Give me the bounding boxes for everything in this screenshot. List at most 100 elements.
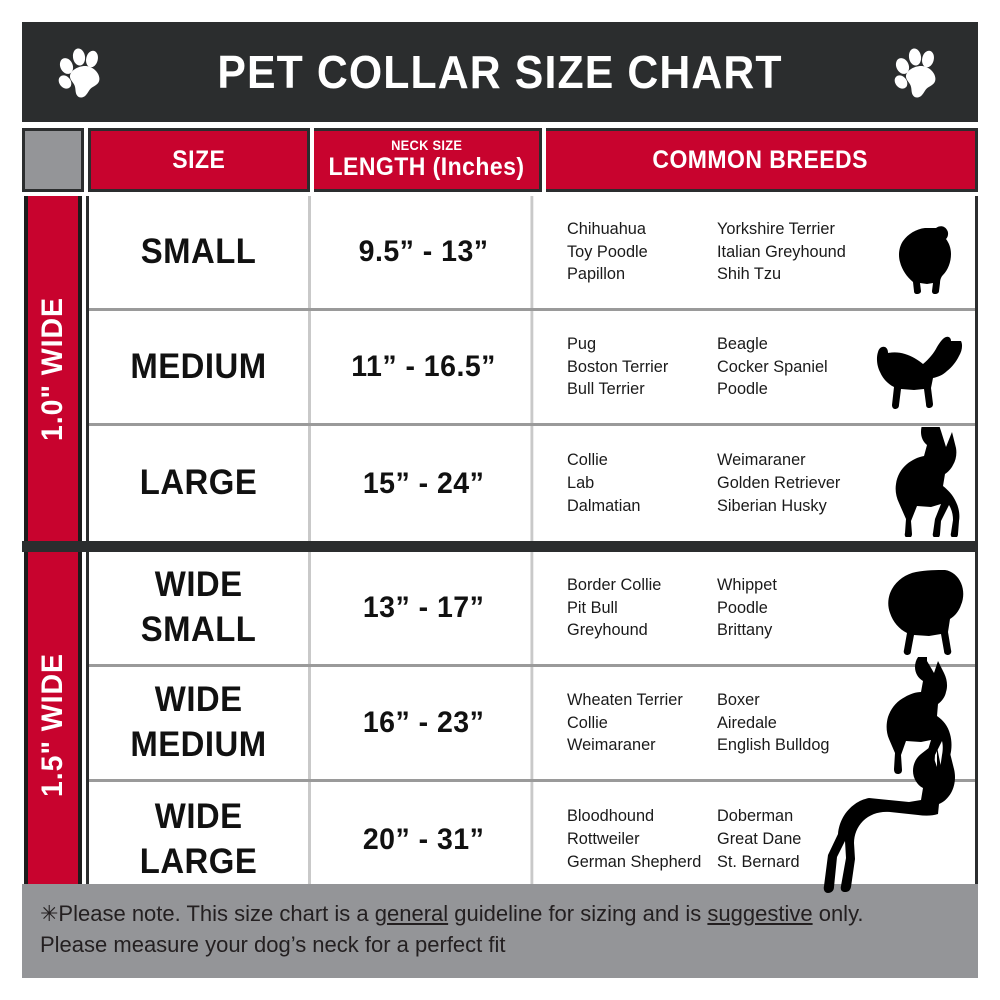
column-header-breeds-label: COMMON BREEDS <box>652 145 869 174</box>
breed-name: Bull Terrier <box>567 379 645 399</box>
breed-column: Pug Boston Terrier Bull Terrier <box>567 333 711 401</box>
breed-column: Bloodhound Rottweiler German Shepherd <box>567 805 711 873</box>
size-label: WIDE <box>154 796 243 836</box>
breed-name: Poodle <box>717 379 768 399</box>
breed-name: Dalmatian <box>567 495 641 515</box>
breed-column: Collie Lab Dalmatian <box>567 449 711 517</box>
size-label: WIDE <box>154 565 243 605</box>
cell-size: SMALL <box>89 196 311 308</box>
column-header-size-label: SIZE <box>172 145 226 174</box>
cell-neck-length: 15” - 24” <box>317 426 534 541</box>
table-row: WIDE MEDIUM 16” - 23” Wheaten Terrier Collie… <box>89 657 975 782</box>
paw-print-icon <box>892 44 944 100</box>
size-label: WIDE <box>154 680 243 720</box>
cell-size: LARGE <box>89 426 311 541</box>
breed-name: Pit Bull <box>567 597 618 617</box>
breed-name: Collie <box>567 450 608 470</box>
breed-name: Great Dane <box>717 829 802 849</box>
breed-name: German Shepherd <box>567 851 702 871</box>
breed-name: Border Collie <box>567 574 662 594</box>
column-header-corner <box>22 128 84 192</box>
size-label: MEDIUM <box>130 725 267 764</box>
pomeranian-silhouette <box>873 208 969 304</box>
breed-column: Whippet Poodle Brittany <box>717 574 875 642</box>
breed-column: Doberman Great Dane St. Bernard <box>717 805 875 873</box>
breed-column: Weimaraner Golden Retriever Siberian Husky <box>717 449 875 517</box>
table-row: WIDE SMALL 13” - 17” Border Collie Pit Bull G… <box>89 552 975 667</box>
breed-name: Weimaraner <box>717 450 806 470</box>
breed-name: Greyhound <box>567 620 648 640</box>
breed-name: Airedale <box>717 712 777 732</box>
section-rail-label: 1.5" WIDE <box>36 652 69 797</box>
section-rail-1-5-wide: 1.5" WIDE <box>24 552 82 897</box>
cell-size: WIDE LARGE <box>89 782 311 897</box>
paw-print-icon <box>56 44 108 100</box>
cell-neck-length: 11” - 16.5” <box>317 311 534 423</box>
breed-name: Yorkshire Terrier <box>717 218 835 238</box>
breed-column: Yorkshire Terrier Italian Greyhound Shih T… <box>717 218 875 286</box>
footer-line1-pre: ✳Please note. This size chart is a <box>40 901 375 926</box>
breed-name: Weimaraner <box>567 735 656 755</box>
breed-name: Italian Greyhound <box>717 241 846 261</box>
breed-name: Boxer <box>717 689 760 709</box>
breed-column: Wheaten Terrier Collie Weimaraner <box>567 689 711 757</box>
footer-line1-post: only. <box>812 901 864 926</box>
footer-underline-suggestive: suggestive <box>707 901 813 926</box>
table-row: MEDIUM 11” - 16.5” Pug Boston Terrier Bull T… <box>89 311 975 426</box>
breed-name: Chihuahua <box>567 218 646 238</box>
footer-line-2: Please measure your dog’s neck for a per… <box>40 932 506 958</box>
cell-neck-length: 13” - 17” <box>317 552 534 664</box>
breed-column: Chihuahua Toy Poodle Papillon <box>567 218 711 286</box>
section-rail-label: 1.0" WIDE <box>36 296 69 441</box>
cell-common-breeds: Chihuahua Toy Poodle Papillon Yorkshire Ter… <box>539 196 975 308</box>
cell-size: WIDE MEDIUM <box>89 667 311 779</box>
breed-name: Bloodhound <box>567 806 655 826</box>
breed-name: Pug <box>567 333 597 353</box>
cell-neck-length: 16” - 23” <box>317 667 534 779</box>
cell-common-breeds: Pug Boston Terrier Bull Terrier Beagle Cocke… <box>539 311 975 423</box>
breed-name: St. Bernard <box>717 851 800 871</box>
column-header-length-label: LENGTH (Inches) <box>328 153 525 181</box>
breed-name: Siberian Husky <box>717 495 827 515</box>
breed-name: Doberman <box>717 806 794 826</box>
cell-common-breeds: Bloodhound Rottweiler German Shepherd Dober… <box>539 747 975 897</box>
breed-name: Poodle <box>717 597 768 617</box>
cell-common-breeds: Wheaten Terrier Collie Weimaraner Boxer Aire… <box>539 657 975 779</box>
section-rail-1-0-wide: 1.0" WIDE <box>24 196 82 541</box>
size-label: LARGE <box>139 841 258 881</box>
cell-size: MEDIUM <box>89 311 311 423</box>
breed-name: Rottweiler <box>567 829 640 849</box>
column-header-length: NECK SIZE LENGTH (Inches) <box>314 128 542 192</box>
section-divider <box>22 541 978 552</box>
column-header-row: SIZE NECK SIZE LENGTH (Inches) COMMON BR… <box>22 128 978 192</box>
footer-line-1: ✳Please note. This size chart is a gener… <box>40 898 960 929</box>
footer-line1-mid: guideline for sizing and is <box>448 901 708 926</box>
breed-name: Wheaten Terrier <box>567 689 683 709</box>
page-title: PET COLLAR SIZE CHART <box>217 46 783 98</box>
cell-common-breeds: Border Collie Pit Bull Greyhound Whippet Poo… <box>539 552 975 664</box>
size-table-section-1: SMALL 9.5” - 13” Chihuahua Toy Poodle Papill… <box>86 196 978 541</box>
breed-name: Lab <box>567 473 595 493</box>
breed-name: Brittany <box>717 620 773 640</box>
breed-name: English Bulldog <box>717 735 830 755</box>
footer-underline-general: general <box>374 901 449 926</box>
cell-neck-length: 20” - 31” <box>317 782 534 897</box>
size-label: MEDIUM <box>130 346 267 386</box>
breed-name: Shih Tzu <box>717 264 782 284</box>
breed-name: Golden Retriever <box>717 473 841 493</box>
breed-name: Toy Poodle <box>567 241 648 261</box>
table-row: WIDE LARGE 20” - 31” Bloodhound Rottweiler Ge… <box>89 747 975 897</box>
column-header-breeds: COMMON BREEDS <box>546 128 978 192</box>
size-label: LARGE <box>139 463 258 503</box>
breed-column: Border Collie Pit Bull Greyhound <box>567 574 711 642</box>
chart-header: PET COLLAR SIZE CHART <box>22 22 978 122</box>
footer-disclaimer: ✳Please note. This size chart is a gener… <box>22 884 978 978</box>
cell-neck-length: 9.5” - 13” <box>317 196 534 308</box>
breed-name: Cocker Spaniel <box>717 356 828 376</box>
breed-name: Collie <box>567 712 608 732</box>
size-label: SMALL <box>140 610 257 649</box>
size-table-section-2: WIDE SMALL 13” - 17” Border Collie Pit Bull G… <box>86 552 978 897</box>
table-row: LARGE 15” - 24” Collie Lab Dalmatian Weimaran… <box>89 426 975 541</box>
cell-size: WIDE SMALL <box>89 552 311 664</box>
